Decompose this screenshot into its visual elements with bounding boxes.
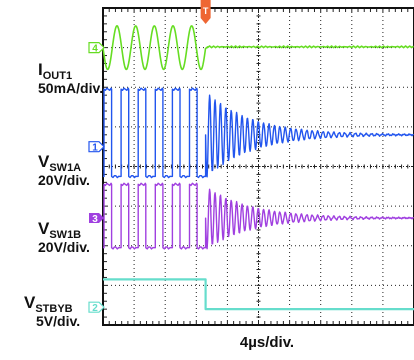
trigger-marker: T [200, 0, 211, 24]
channel-name-sub: OUT1 [42, 70, 73, 82]
channel-scale: 50mA/div. [38, 80, 104, 96]
channel-name-sub: STBYB [35, 303, 73, 315]
channel-marker-shape [88, 42, 105, 54]
channel-marker-ch2: 2 [88, 301, 105, 314]
scope-grid [102, 7, 414, 326]
channel-marker-shape [89, 213, 104, 224]
channel-marker-shape [88, 301, 105, 313]
channel-marker-ch1: 1 [88, 141, 105, 154]
trigger-marker-shape [200, 0, 211, 24]
channel-name-main: I [38, 60, 43, 79]
channel-scale: 20V/div. [38, 172, 90, 188]
trigger-marker-text: T [203, 6, 209, 16]
channel-marker-ch4: 4 [88, 42, 105, 55]
channel-label-vsw1b: VSW1B 20V/div. [38, 219, 90, 255]
trace-ch1 [103, 87, 414, 179]
channel-marker-text: 1 [92, 143, 98, 154]
channel-name-sub: SW1A [49, 162, 82, 174]
channel-name-main: V [38, 219, 50, 238]
scope-traces [102, 25, 414, 311]
x-axis-label: 4µs/div. [239, 334, 295, 351]
channel-label-iout1: IOUT1 50mA/div. [38, 60, 103, 96]
channel-label-vstbyb: VSTBYB 5V/div. [24, 293, 80, 329]
plot-frame [102, 7, 414, 326]
channel-marker-ch3: 3 [89, 213, 104, 225]
trace-ch2 [103, 278, 414, 311]
channel-scale: 20V/div. [38, 239, 90, 255]
channel-name-main: V [24, 293, 36, 312]
channel-marker-text: 3 [92, 214, 98, 225]
channel-marker-text: 2 [92, 303, 98, 314]
channel-scale: 5V/div. [36, 313, 81, 329]
channel-name-main: V [38, 152, 50, 171]
trace-ch3 [103, 182, 414, 250]
channel-marker-shape [88, 141, 105, 153]
channel-label-vsw1a: VSW1A 20V/div. [38, 152, 90, 188]
channel-markers: 4 1 3 2 [88, 42, 105, 314]
trace-ch4 [102, 25, 414, 71]
channel-name-sub: SW1B [49, 229, 82, 241]
channel-marker-text: 4 [92, 44, 98, 55]
